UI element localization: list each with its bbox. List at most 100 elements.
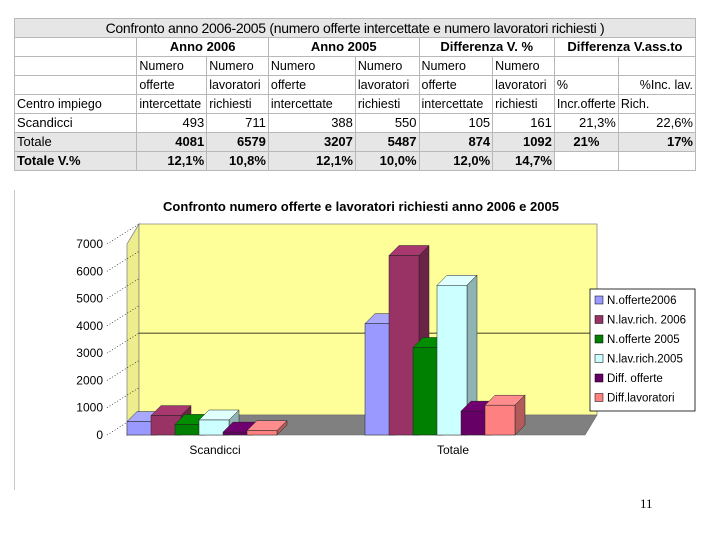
col-header: Numero — [267, 56, 356, 76]
col-header: lavoratori — [206, 75, 269, 95]
spreadsheet: Confronto anno 2006-2005 (numero offerte… — [13, 18, 697, 490]
legend-label: N.lav.rich.2005 — [607, 354, 683, 366]
empty-cell — [617, 151, 697, 171]
x-category-label: Totale — [437, 443, 469, 457]
empty-cell — [553, 151, 619, 171]
legend-label: N.offerte2006 — [607, 295, 676, 307]
legend-box — [589, 288, 696, 412]
table-cell: 12,1% — [136, 151, 208, 171]
table-cell: 3207 — [267, 132, 356, 152]
y-tick-mark — [106, 251, 140, 272]
group-header-2006: Anno 2006 — [136, 37, 269, 57]
group-header-2005: Anno 2005 — [267, 37, 420, 57]
table-cell: 17% — [617, 132, 697, 152]
col-header: richiesti — [354, 94, 420, 114]
y-tick-mark — [106, 278, 140, 299]
col-header: intercettate — [267, 94, 356, 114]
side-wall — [126, 222, 140, 437]
table-cell: 388 — [267, 113, 356, 133]
y-tick-label: 1000 — [76, 401, 103, 415]
y-tick-label: 6000 — [76, 264, 103, 278]
row-label: Scandicci — [13, 113, 138, 133]
col-header: intercettate — [418, 94, 494, 114]
table-cell: 874 — [418, 132, 494, 152]
col-header: Rich. — [617, 94, 697, 114]
group-header-diff-abs: Differenza V.ass.to — [553, 37, 697, 57]
empty-cell — [553, 56, 619, 76]
col-header: Numero — [492, 56, 555, 76]
col-header: lavoratori — [354, 75, 420, 95]
table-cell: 12,1% — [267, 151, 356, 171]
legend-swatch — [594, 315, 604, 324]
col-header: Numero — [206, 56, 269, 76]
table-cell: 1092 — [492, 132, 555, 152]
col-header: Incr.offerte — [553, 94, 619, 114]
y-tick-mark — [106, 360, 140, 381]
row-label: Totale — [13, 132, 138, 152]
legend-label: N.lav.rich. 2006 — [607, 315, 686, 327]
row-header-title: Centro impiego — [13, 94, 138, 114]
y-tick-label: 3000 — [76, 346, 103, 360]
legend-label: Diff. offerte — [607, 373, 663, 385]
legend-swatch — [594, 354, 604, 363]
table-cell: 161 — [492, 113, 555, 133]
y-tick-label: 7000 — [76, 237, 103, 251]
y-tick-mark — [106, 414, 140, 436]
col-header: intercettate — [136, 94, 208, 114]
table-cell: 10,8% — [206, 151, 269, 171]
table-cell: 5487 — [354, 132, 420, 152]
legend-swatch — [594, 373, 604, 383]
bar — [246, 430, 278, 436]
y-tick-mark — [106, 305, 140, 327]
col-header: offerte — [267, 75, 356, 95]
y-tick-label: 4000 — [76, 319, 103, 333]
table-cell: 6579 — [206, 132, 269, 152]
empty-cell — [13, 56, 138, 76]
table-cell: 4081 — [136, 132, 208, 152]
col-header: lavoratori — [492, 75, 555, 95]
legend-swatch — [594, 295, 604, 305]
x-axis: Scandicci Totale — [189, 443, 469, 457]
chart-wall — [126, 222, 598, 437]
table-cell: 493 — [136, 113, 208, 133]
y-tick-mark — [106, 387, 140, 408]
col-header: % — [553, 75, 619, 95]
y-tick-label: 0 — [96, 428, 103, 442]
x-category-label: Scandicci — [189, 443, 240, 457]
page-number: 11 — [640, 496, 653, 511]
bars — [126, 244, 526, 436]
bar — [484, 404, 516, 436]
legend-swatch — [594, 334, 604, 344]
col-header: richiesti — [492, 94, 555, 114]
empty-cell — [13, 37, 138, 57]
legend-label: Diff.lavoratori — [607, 393, 675, 405]
empty-cell — [617, 56, 697, 76]
chart-area: Confronto numero offerte e lavoratori ri… — [14, 190, 697, 490]
col-header: richiesti — [206, 94, 269, 114]
table-cell: 105 — [418, 113, 494, 133]
table-cell: 14,7% — [492, 151, 555, 171]
legend-label: N.offerte 2005 — [607, 334, 680, 346]
table-cell: 550 — [354, 113, 420, 133]
y-tick-mark — [106, 332, 140, 354]
table-title: Confronto anno 2006-2005 (numero offerte… — [14, 18, 696, 38]
group-header-diff-pct: Differenza V. % — [418, 37, 555, 57]
legend-swatch — [594, 393, 604, 402]
empty-cell — [13, 75, 138, 95]
bar-chart: Confronto numero offerte e lavoratori ri… — [76, 199, 696, 457]
comparison-table: Confronto anno 2006-2005 (numero offerte… — [13, 18, 697, 171]
y-tick-mark — [106, 223, 140, 245]
y-tick-label: 5000 — [76, 292, 103, 306]
col-header: offerte — [418, 75, 494, 95]
table-cell: 21% — [553, 132, 619, 152]
table-cell: 12,0% — [418, 151, 494, 171]
col-header: Numero — [354, 56, 420, 76]
y-tick-label: 2000 — [76, 373, 103, 387]
table-cell: 10,0% — [354, 151, 420, 171]
row-label: Totale V.% — [13, 151, 138, 171]
table-cell: 711 — [206, 113, 269, 133]
table-cell: 22,6% — [617, 113, 697, 133]
col-header: offerte — [136, 75, 208, 95]
col-header: %Inc. lav. — [617, 75, 697, 95]
col-header: Numero — [136, 56, 208, 76]
